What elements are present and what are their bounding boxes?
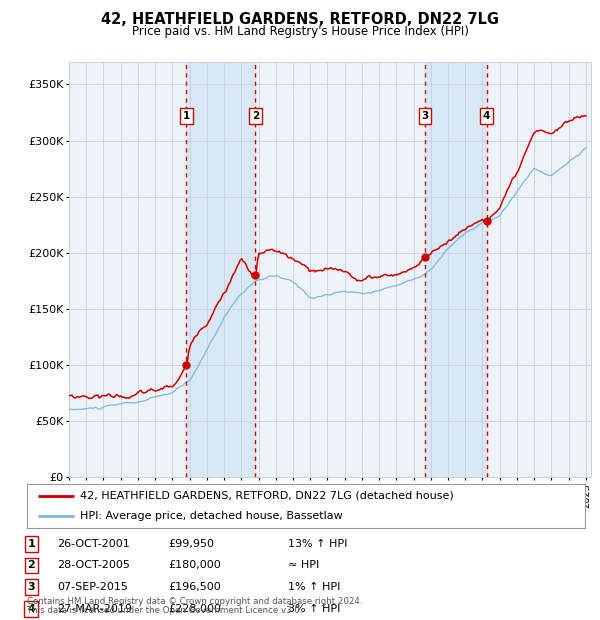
- Text: 1: 1: [183, 111, 190, 121]
- Text: 07-SEP-2015: 07-SEP-2015: [57, 582, 128, 592]
- Text: This data is licensed under the Open Government Licence v3.0.: This data is licensed under the Open Gov…: [27, 606, 302, 615]
- Text: £180,000: £180,000: [168, 560, 221, 570]
- Text: Contains HM Land Registry data © Crown copyright and database right 2024.: Contains HM Land Registry data © Crown c…: [27, 597, 362, 606]
- Text: 4: 4: [483, 111, 490, 121]
- Text: 1% ↑ HPI: 1% ↑ HPI: [288, 582, 340, 592]
- Text: 28-OCT-2005: 28-OCT-2005: [57, 560, 130, 570]
- Text: 2: 2: [252, 111, 259, 121]
- Bar: [187, 62, 256, 477]
- Text: 13% ↑ HPI: 13% ↑ HPI: [288, 539, 347, 549]
- Text: £228,000: £228,000: [168, 604, 221, 614]
- Text: 4: 4: [27, 604, 35, 614]
- Text: £99,950: £99,950: [168, 539, 214, 549]
- Text: £196,500: £196,500: [168, 582, 221, 592]
- Text: 3: 3: [28, 582, 35, 592]
- Text: 2: 2: [28, 560, 35, 570]
- Text: 42, HEATHFIELD GARDENS, RETFORD, DN22 7LG (detached house): 42, HEATHFIELD GARDENS, RETFORD, DN22 7L…: [80, 490, 454, 501]
- Text: 42, HEATHFIELD GARDENS, RETFORD, DN22 7LG: 42, HEATHFIELD GARDENS, RETFORD, DN22 7L…: [101, 12, 499, 27]
- Text: 26-OCT-2001: 26-OCT-2001: [57, 539, 130, 549]
- Bar: [425, 62, 487, 477]
- Text: HPI: Average price, detached house, Bassetlaw: HPI: Average price, detached house, Bass…: [80, 511, 343, 521]
- Text: Price paid vs. HM Land Registry's House Price Index (HPI): Price paid vs. HM Land Registry's House …: [131, 25, 469, 38]
- Text: ≈ HPI: ≈ HPI: [288, 560, 319, 570]
- Text: 27-MAR-2019: 27-MAR-2019: [57, 604, 132, 614]
- Text: 3: 3: [422, 111, 429, 121]
- Text: 1: 1: [28, 539, 35, 549]
- Text: 3% ↑ HPI: 3% ↑ HPI: [288, 604, 340, 614]
